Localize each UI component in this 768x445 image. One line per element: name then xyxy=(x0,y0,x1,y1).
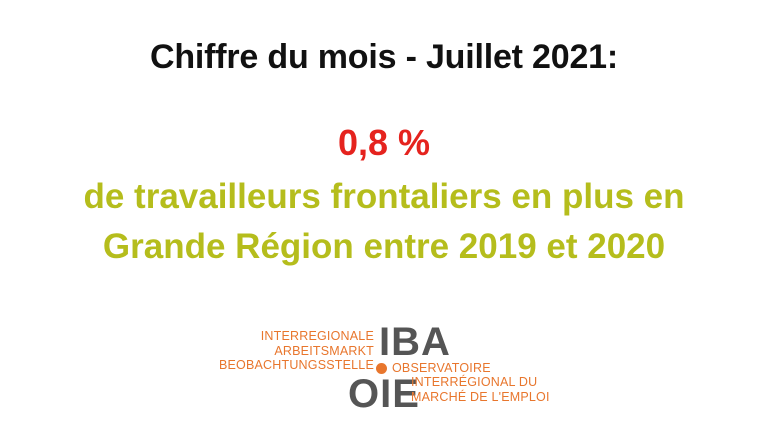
figure-description: de travailleurs frontaliers en plus en G… xyxy=(0,172,768,272)
iba-oie-logo: INTERREGIONALE ARBEITSMARKT BEOBACHTUNGS… xyxy=(0,318,768,418)
logo-dot-icon xyxy=(376,363,387,374)
logo-right-line-2: MARCHÉ DE L'EMPLOI xyxy=(411,389,550,404)
logo-iba-wordmark: IBA xyxy=(379,320,451,364)
logo-left-line-2: ARBEITSMARKT xyxy=(274,343,374,358)
logo-left-line-3: BEOBACHTUNGSSTELLE xyxy=(218,358,374,372)
description-line-2: Grande Région entre 2019 et 2020 xyxy=(102,227,666,266)
logo-left-text: INTERREGIONALE ARBEITSMARKT BEOBACHTUNGS… xyxy=(219,329,374,373)
key-figure: 0,8 % xyxy=(337,122,431,163)
logo-right-line-1: INTERRÉGIONAL DU xyxy=(411,375,538,389)
logo-observatoire: OBSERVATOIRE xyxy=(392,361,491,375)
logo-right-text: INTERRÉGIONAL DU MARCHÉ DE L'EMPLOI xyxy=(411,375,550,404)
logo-oie-wordmark: OIE xyxy=(348,372,420,416)
logo-left-line-1: INTERREGIONALE xyxy=(260,329,374,343)
description-line-1: de travailleurs frontaliers en plus en xyxy=(83,177,685,216)
page-title: Chiffre du mois - Juillet 2021: xyxy=(149,38,618,76)
